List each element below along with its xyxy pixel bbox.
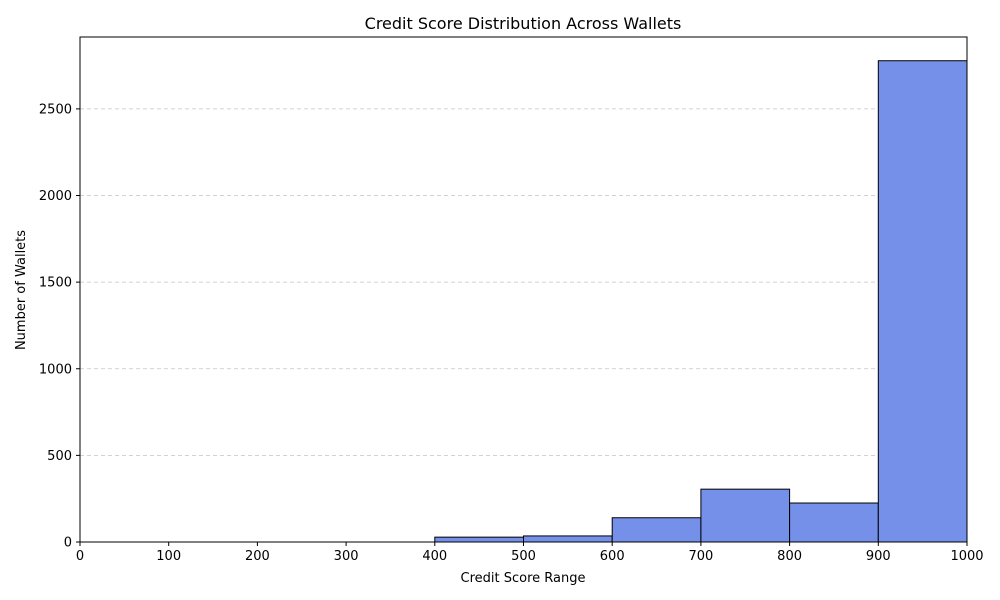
x-tick-label: 200 [245, 549, 270, 564]
y-tick-label: 2500 [39, 102, 72, 117]
y-tick-label: 500 [47, 449, 72, 464]
x-tick-label: 300 [334, 549, 359, 564]
y-tick-label: 1500 [39, 276, 72, 291]
x-tick-label: 100 [156, 549, 181, 564]
x-tick-label: 900 [866, 549, 891, 564]
histogram-bar [523, 535, 613, 543]
x-tick-label: 600 [600, 549, 625, 564]
chart-title: Credit Score Distribution Across Wallets [365, 14, 682, 33]
y-axis-ticks: 0 500 1000 1500 2000 2500 [39, 102, 80, 551]
x-axis-label: Credit Score Range [461, 571, 586, 586]
histogram-bars [434, 60, 968, 543]
x-tick-label: 1000 [950, 549, 983, 564]
plot-frame [79, 36, 968, 543]
y-tick-label: 2000 [39, 189, 72, 204]
x-tick-label: 400 [422, 549, 447, 564]
histogram-bar [434, 536, 524, 543]
x-tick-label: 700 [688, 549, 713, 564]
y-gridlines [80, 108, 967, 456]
x-tick-label: 500 [511, 549, 536, 564]
x-axis-ticks: 0 100 200 300 400 500 600 700 800 900 1000 [76, 542, 984, 564]
histogram-bar [789, 502, 879, 543]
histogram-bar [700, 488, 791, 543]
x-tick-label: 0 [76, 549, 84, 564]
y-tick-label: 1000 [39, 362, 72, 377]
histogram-bar [611, 517, 702, 543]
x-tick-label: 800 [777, 549, 802, 564]
y-axis-label: Number of Wallets [14, 230, 29, 350]
histogram-bar [877, 60, 968, 543]
y-tick-label: 0 [64, 536, 72, 551]
